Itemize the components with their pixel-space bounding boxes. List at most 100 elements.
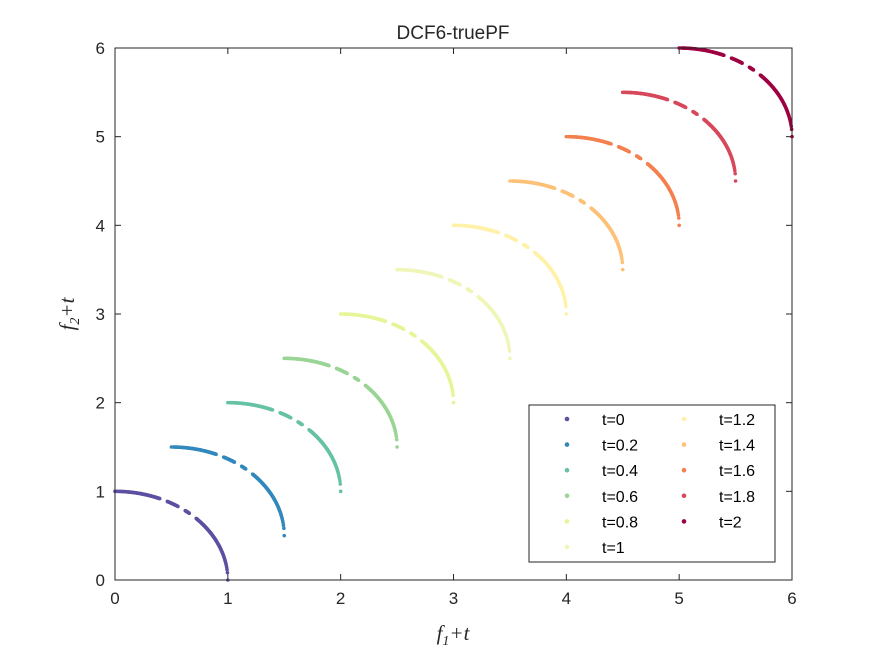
y-tick-label: 3 <box>96 305 105 324</box>
x-axis-label-sub: 1 <box>442 634 449 649</box>
data-point <box>243 467 248 471</box>
data-series <box>113 46 794 582</box>
x-axis-label-var: f <box>437 621 446 645</box>
legend-label: t=1 <box>602 540 625 557</box>
data-point <box>609 142 613 146</box>
legend-item: t=2 <box>681 514 742 531</box>
y-tick-label: 0 <box>96 571 105 590</box>
legend-marker <box>681 416 687 422</box>
data-point <box>665 97 670 102</box>
data-point <box>157 496 162 501</box>
x-tick-label: 1 <box>223 589 232 608</box>
data-point <box>451 400 456 405</box>
data-point <box>176 504 180 509</box>
series-t=0.6 <box>282 356 399 449</box>
legend-marker <box>681 493 687 499</box>
series-t=0.8 <box>338 312 456 405</box>
legend-label: t=1.2 <box>719 412 755 429</box>
data-point <box>469 289 474 294</box>
x-axis-label: f1+t <box>437 621 471 649</box>
legend: t=0 t=0.2 t=0.4 t=0.6 t=0.8 t=1 t=1.2 t=1.4 t=1.… <box>528 404 776 563</box>
data-point <box>676 213 681 217</box>
data-point <box>507 346 511 350</box>
legend-marker <box>564 467 570 473</box>
data-point <box>413 334 417 338</box>
data-point <box>214 452 218 457</box>
data-point <box>450 390 455 395</box>
data-point <box>270 408 275 412</box>
data-point <box>751 68 756 72</box>
y-axis-label-suffix: +t <box>55 296 79 317</box>
legend-marker <box>564 519 570 524</box>
x-tick-label: 2 <box>336 589 345 608</box>
legend-item: t=0.6 <box>564 489 638 506</box>
legend-item: t=0.2 <box>564 438 638 455</box>
data-point <box>338 482 343 486</box>
data-point <box>571 194 575 198</box>
legend-label: t=0.6 <box>602 489 638 506</box>
data-point <box>620 260 625 265</box>
data-point <box>225 567 229 572</box>
y-tick-label: 1 <box>96 482 105 501</box>
legend-marker <box>681 442 687 447</box>
legend-item: t=1.6 <box>681 463 755 480</box>
data-point <box>281 523 286 528</box>
data-point <box>496 230 500 235</box>
data-point <box>383 319 388 324</box>
legend-label: t=2 <box>719 514 742 531</box>
legend-label: t=0 <box>602 412 625 429</box>
data-point <box>338 489 343 494</box>
legend-label: t=1.6 <box>719 463 755 480</box>
y-tick-label: 2 <box>96 394 105 413</box>
data-point <box>507 349 512 353</box>
legend-item: t=0.4 <box>564 463 638 480</box>
data-point <box>564 312 569 316</box>
data-point <box>638 156 643 161</box>
x-tick-label: 5 <box>674 589 683 608</box>
y-tick-label: 4 <box>96 216 105 235</box>
series-t=1 <box>395 267 512 361</box>
data-point <box>695 112 699 117</box>
legend-item: t=1.2 <box>681 412 755 429</box>
x-tick-label: 4 <box>562 589 571 608</box>
data-point <box>733 171 737 176</box>
data-point <box>677 223 681 228</box>
data-point <box>733 168 737 173</box>
data-point <box>225 570 230 575</box>
y-axis-label: f2+t <box>55 296 83 330</box>
legend-marker <box>564 493 570 499</box>
data-point <box>582 201 586 205</box>
y-axis-label-var: f <box>55 321 79 330</box>
data-point <box>514 238 519 243</box>
data-point <box>563 301 568 306</box>
data-point <box>187 511 192 516</box>
data-point <box>733 179 738 183</box>
data-point <box>458 282 462 287</box>
y-tick-label: 6 <box>96 39 105 58</box>
data-point <box>232 460 237 464</box>
data-point <box>620 267 625 272</box>
series-t=1.4 <box>508 179 625 272</box>
legend-item: t=0.8 <box>564 514 638 531</box>
data-point <box>552 186 557 191</box>
data-point <box>627 149 632 154</box>
series-t=1.2 <box>451 223 569 316</box>
series-t=0.4 <box>226 400 343 494</box>
data-point <box>508 356 512 361</box>
legend-box <box>528 404 776 563</box>
legend-label: t=1.8 <box>719 489 755 506</box>
data-point <box>683 105 688 110</box>
plot-frame <box>114 47 793 581</box>
legend-label: t=0.8 <box>602 514 638 531</box>
x-tick-label: 6 <box>787 589 796 608</box>
legend-item: t=0 <box>564 412 625 429</box>
legend-item: t=1.4 <box>681 438 755 455</box>
data-point <box>394 434 399 439</box>
legend-item: t=1 <box>564 540 625 557</box>
legend-marker <box>681 467 687 473</box>
legend-label: t=0.2 <box>602 438 638 455</box>
data-point <box>564 304 568 309</box>
data-point <box>356 378 361 383</box>
series-t=1.6 <box>564 134 681 228</box>
